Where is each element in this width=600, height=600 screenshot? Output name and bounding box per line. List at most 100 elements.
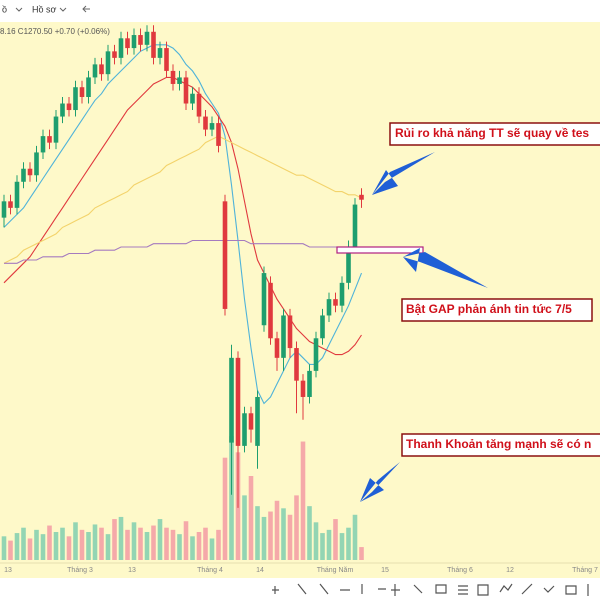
candle-body (53, 116, 59, 143)
candle-body (66, 103, 72, 111)
x-axis-label: 13 (128, 567, 136, 574)
ma-line (3, 135, 362, 264)
volume-bar (73, 522, 78, 560)
volume-bar (229, 436, 234, 560)
toolbar-item[interactable]: ồ (2, 4, 7, 14)
candle-body (307, 370, 312, 397)
x-axis-label: 14 (256, 567, 264, 574)
x-axis-label: Tháng 6 (447, 567, 473, 574)
volume-bar (313, 522, 319, 560)
volume-bar (60, 527, 65, 560)
candle-body (274, 338, 280, 358)
candle-body (203, 116, 208, 130)
volume-bar (300, 441, 306, 560)
candle-body (287, 315, 293, 349)
volume-bar (112, 519, 117, 560)
candle-body (190, 93, 195, 104)
candle-body (177, 77, 182, 84)
candle-body (333, 299, 338, 306)
volume-bar (268, 511, 273, 560)
annotations: Rủi ro khả năng TT sẽ quay về tes Bật GA… (336, 122, 600, 502)
candle-body (222, 201, 228, 309)
candle-body (1, 201, 7, 218)
volume-bar (346, 527, 351, 560)
candle-body (131, 35, 137, 49)
candle-body (144, 31, 150, 45)
candle-body (248, 413, 254, 430)
candle-body (27, 168, 33, 176)
candle-body (8, 201, 13, 208)
candle-body (157, 48, 163, 58)
candle-body (313, 338, 319, 371)
volume-bar (27, 538, 33, 560)
candle-body (86, 77, 91, 97)
candle-body (255, 396, 260, 446)
annotation-text: Bật GAP phản ánh tin tức 7/5 (406, 302, 572, 316)
arrow (360, 462, 400, 502)
x-axis-label: Tháng 4 (197, 567, 223, 574)
volume-bar (320, 533, 325, 560)
volume-bar (359, 547, 364, 560)
x-axis-label: 13 (4, 567, 12, 574)
volume-bar (326, 529, 332, 560)
candle-body (183, 77, 189, 104)
candle-body (281, 315, 286, 358)
volume-bar (242, 495, 247, 560)
volume-bar (105, 534, 111, 560)
x-axis-label: 12 (506, 567, 514, 574)
volume-bar (79, 529, 85, 560)
volume-bar (118, 516, 124, 560)
volume-bar (138, 527, 143, 560)
arrow (372, 152, 435, 195)
volume-bar (86, 532, 91, 560)
candle-body (14, 181, 20, 208)
drawing-tools[interactable] (272, 583, 589, 596)
candle-body (164, 48, 169, 71)
volume-bar (157, 519, 163, 560)
volume-bar (34, 529, 39, 560)
candle-body (105, 51, 111, 75)
top-toolbar (0, 0, 600, 22)
volume-bar (66, 536, 72, 560)
candle-body (47, 136, 52, 143)
gap-box (336, 246, 424, 254)
candle-body (170, 70, 176, 84)
candle-body (73, 87, 78, 111)
volume-bar (255, 506, 260, 560)
volume-bar (183, 521, 189, 560)
volume-bar (47, 525, 52, 560)
candle-body (300, 380, 306, 397)
candle-body (196, 93, 202, 117)
ma-line (3, 44, 363, 405)
x-axis-label: 15 (381, 567, 389, 574)
volume-bar (170, 529, 176, 560)
candle-body (359, 194, 364, 200)
annotation-text: Rủi ro khả năng TT sẽ quay về tes (395, 126, 589, 140)
volume-bar (248, 476, 254, 560)
annotation-box (389, 122, 600, 146)
candle-body (326, 299, 332, 316)
annotation-text: Thanh Khoản tăng mạnh sẽ có n (406, 437, 591, 451)
toolbar-icons[interactable] (15, 5, 104, 13)
toolbar-item[interactable]: Hồ sơ (32, 4, 57, 14)
candle-body (346, 246, 351, 283)
volume-bar (261, 516, 267, 560)
volume-bar (216, 529, 221, 560)
candle-body (151, 31, 156, 58)
x-axis-label: Tháng 3 (67, 567, 93, 574)
volume-bar (14, 533, 20, 560)
candle-body (294, 348, 299, 381)
annotation-box (401, 433, 600, 457)
candle-body (352, 204, 358, 247)
volume-bar (144, 532, 150, 560)
candle-body (92, 64, 98, 78)
volume-bar (8, 540, 13, 560)
legend-ohlc: 8.16 C1270.50 +0.70 (+0.06%) (0, 27, 110, 36)
candle-body (216, 123, 221, 146)
volume-bar (99, 527, 104, 560)
volume-bar (1, 536, 7, 560)
volume-bar (53, 532, 59, 560)
volume-bar (190, 536, 195, 560)
